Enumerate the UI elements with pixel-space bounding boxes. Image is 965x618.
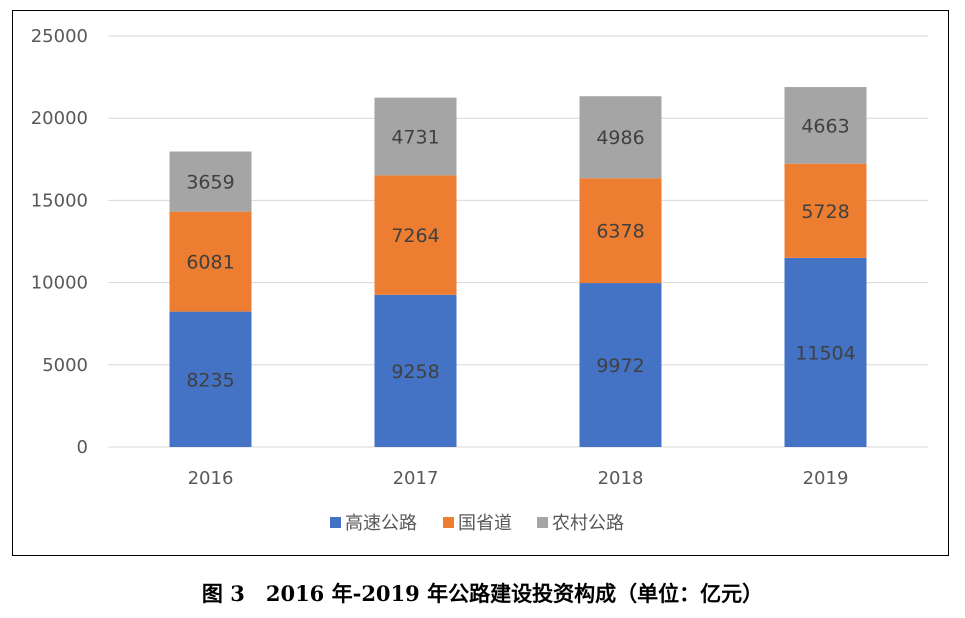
chart-frame <box>12 10 949 556</box>
bar-segment <box>374 294 457 447</box>
x-tick-label: 2016 <box>188 468 234 489</box>
data-label: 9972 <box>596 355 644 377</box>
stacked-bar-chart: 0 5000 10000 15000 20000 25000 8235 6081 3659 201… <box>31 26 928 534</box>
data-label: 4986 <box>596 127 644 149</box>
legend-label: 国省道 <box>458 513 512 534</box>
figure-caption: 图 3 2016 年-2019 年公路建设投资构成（单位：亿元） <box>201 581 764 606</box>
bar-segment <box>784 87 867 164</box>
legend-swatch <box>537 517 548 528</box>
bar-segment <box>374 175 457 295</box>
bar-segment <box>579 283 662 447</box>
data-label: 6081 <box>186 252 234 274</box>
bar-segment <box>374 97 457 176</box>
data-label: 4731 <box>391 126 439 148</box>
y-tick-label: 20000 <box>31 108 88 129</box>
y-tick-label: 0 <box>77 437 88 458</box>
bar-segment <box>169 211 252 312</box>
bar-segment <box>169 311 252 447</box>
legend-label: 农村公路 <box>552 513 624 534</box>
y-tick-label: 5000 <box>42 355 88 376</box>
legend-swatch <box>330 517 341 528</box>
legend-label: 高速公路 <box>345 513 417 534</box>
bar-segment <box>579 178 662 284</box>
x-tick-label: 2017 <box>393 468 439 489</box>
data-label: 7264 <box>391 225 439 247</box>
bar-segment <box>784 257 867 447</box>
y-tick-label: 25000 <box>31 26 88 47</box>
x-tick-label: 2018 <box>598 468 644 489</box>
data-label: 3659 <box>186 172 234 194</box>
y-tick-label: 15000 <box>31 190 88 211</box>
data-label: 9258 <box>391 361 439 383</box>
data-label: 11504 <box>795 342 855 364</box>
data-label: 8235 <box>186 369 234 391</box>
bar-segment <box>579 96 662 179</box>
y-tick-label: 10000 <box>31 273 88 294</box>
bar-segment <box>169 151 252 212</box>
data-label: 6378 <box>596 221 644 243</box>
data-label: 5728 <box>801 201 849 223</box>
bar-segment <box>784 163 867 258</box>
legend-swatch <box>443 517 454 528</box>
data-label: 4663 <box>801 115 849 137</box>
x-tick-label: 2019 <box>803 468 849 489</box>
